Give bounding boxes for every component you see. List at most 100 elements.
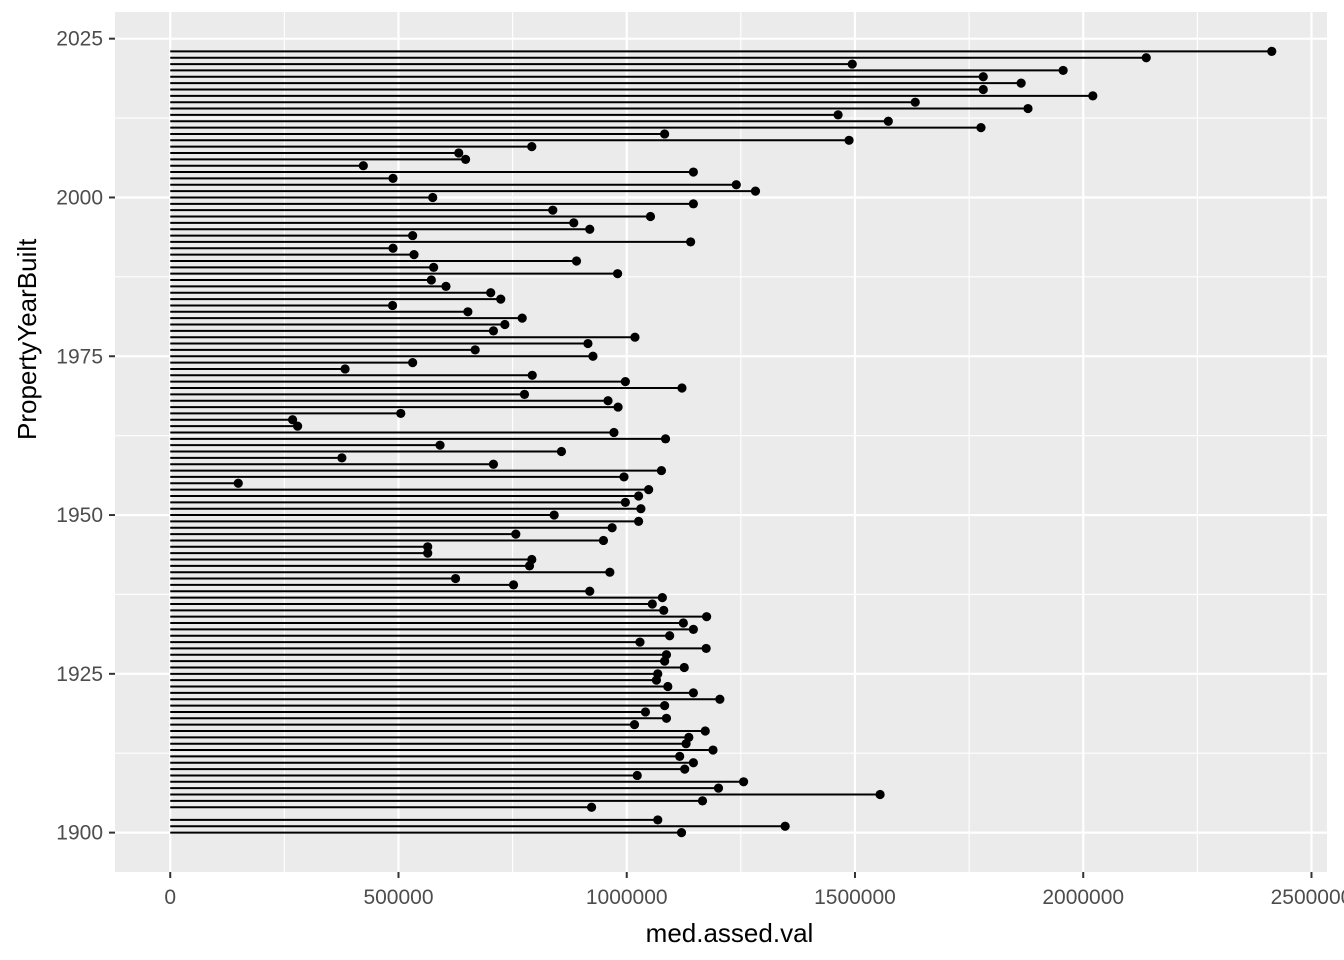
lollipop-point-1982 (463, 307, 473, 317)
lollipop-point-1931 (665, 631, 675, 641)
lollipop-point-1904 (586, 802, 597, 812)
lollipop-point-1959 (337, 453, 347, 463)
x-tick-label: 2000000 (1042, 886, 1124, 909)
lollipop-point-1921 (715, 694, 725, 704)
lollipop-point-2002 (731, 180, 741, 190)
lollipop-point-1925 (653, 669, 663, 679)
lollipop-point-1962 (660, 434, 671, 444)
lollipop-point-1966 (396, 408, 406, 419)
x-tick-label: 500000 (363, 886, 433, 909)
lollipop-point-2008 (527, 142, 537, 152)
lollipop-point-1939 (508, 580, 519, 590)
lollipop-point-2021 (847, 59, 857, 69)
lollipop-point-1961 (435, 440, 445, 450)
x-axis-title: med.assed.val (645, 918, 814, 948)
lollipop-point-2011 (976, 122, 986, 133)
lollipop-point-2019 (978, 72, 988, 82)
lollipop-point-1986 (441, 281, 451, 291)
x-tick-label: 2500000 (1271, 886, 1344, 909)
lollipop-point-1954 (644, 485, 654, 495)
y-tick-label: 2025 (56, 28, 103, 51)
lollipop-point-1946 (598, 535, 609, 546)
lollipop-point-1923 (663, 681, 673, 692)
lollipop-point-2013 (833, 110, 843, 120)
lollipop-point-2001 (750, 186, 761, 196)
lollipop-point-1984 (496, 294, 506, 304)
lollipop-point-2012 (883, 116, 893, 126)
lollipop-point-1918 (661, 713, 672, 723)
y-tick-label: 1925 (56, 663, 103, 686)
lollipop-point-1910 (680, 764, 690, 774)
lollipop-point-1963 (609, 427, 619, 438)
lollipop-point-1901 (780, 821, 790, 831)
lollipop-point-1933 (678, 618, 688, 628)
lollipop-point-1983 (387, 300, 398, 311)
lollipop-point-1957 (656, 465, 667, 476)
lollipop-point-1994 (408, 230, 418, 241)
lollipop-point-1922 (688, 688, 698, 698)
lollipop-point-1952 (620, 497, 630, 507)
lollipop-point-1943 (527, 554, 537, 565)
x-tick-label: 0 (164, 886, 176, 909)
lollipop-point-1976 (470, 345, 480, 355)
lollipop-point-1981 (517, 313, 527, 323)
lollipop-point-2017 (978, 84, 988, 95)
lollipop-point-2016 (1088, 91, 1098, 101)
lollipop-point-2010 (660, 129, 670, 139)
lollipop-point-1911 (688, 758, 698, 768)
lollipop-point-1948 (607, 523, 617, 533)
lollipop-point-2015 (910, 97, 920, 107)
lollipop-point-1915 (684, 732, 694, 742)
lollipop-point-1996 (569, 218, 579, 228)
lollipop-point-1987 (426, 275, 436, 285)
lollipop-point-1978 (630, 332, 640, 342)
lollipop-point-1971 (620, 377, 630, 387)
lollipop-point-1950 (549, 510, 559, 520)
lollipop-point-1920 (660, 700, 670, 711)
lollipop-point-1929 (701, 643, 711, 654)
lollipop-point-1992 (388, 243, 398, 253)
lollipop-point-1990 (571, 256, 582, 266)
y-tick-label: 1975 (56, 345, 103, 368)
lollipop-point-1907 (713, 783, 724, 793)
lollipop-point-1932 (688, 624, 698, 634)
lollipop-point-1964 (292, 421, 303, 431)
lollipop-point-1905 (697, 796, 708, 806)
lollipop-point-2006 (460, 154, 471, 164)
lollipop-point-1902 (653, 815, 663, 825)
lollipop-point-1967 (613, 402, 623, 412)
lollipop-point-1995 (585, 224, 595, 234)
y-tick-label: 1950 (56, 504, 103, 527)
lollipop-point-1936 (647, 599, 657, 609)
y-tick-label: 1900 (56, 822, 103, 845)
lollipop-point-1908 (738, 777, 749, 787)
lollipop-point-2000 (428, 192, 438, 203)
lollipop-point-1938 (585, 586, 595, 596)
lollipop-point-1991 (409, 250, 419, 260)
lollipop-point-1930 (635, 637, 645, 647)
lollipop-point-1960 (556, 446, 567, 457)
lollipop-point-1906 (875, 789, 885, 800)
lollipop-point-1998 (548, 205, 558, 215)
lollipop-point-1989 (429, 262, 439, 272)
lollipop-point-1928 (661, 650, 672, 660)
lollipop-point-1947 (511, 529, 521, 539)
lollipop-point-1917 (629, 720, 640, 730)
lollipop-point-1926 (679, 662, 689, 673)
lollipop-point-1913 (708, 745, 718, 755)
lollipop-point-2020 (1058, 65, 1068, 76)
lollipop-point-2004 (688, 167, 698, 177)
lollipop-point-1951 (636, 504, 646, 514)
lollipop-point-2014 (1023, 103, 1033, 114)
lollipop-point-2005 (358, 161, 368, 171)
lollipop-point-1999 (688, 199, 698, 209)
lollipop-point-1969 (519, 389, 530, 399)
lollipop-point-1997 (645, 211, 656, 222)
lollipop-point-1912 (675, 751, 685, 762)
lollipop-point-2022 (1141, 53, 1151, 63)
lollipop-point-1940 (450, 573, 461, 584)
lollipop-point-1968 (603, 396, 613, 406)
lollipop-point-1916 (700, 726, 710, 736)
